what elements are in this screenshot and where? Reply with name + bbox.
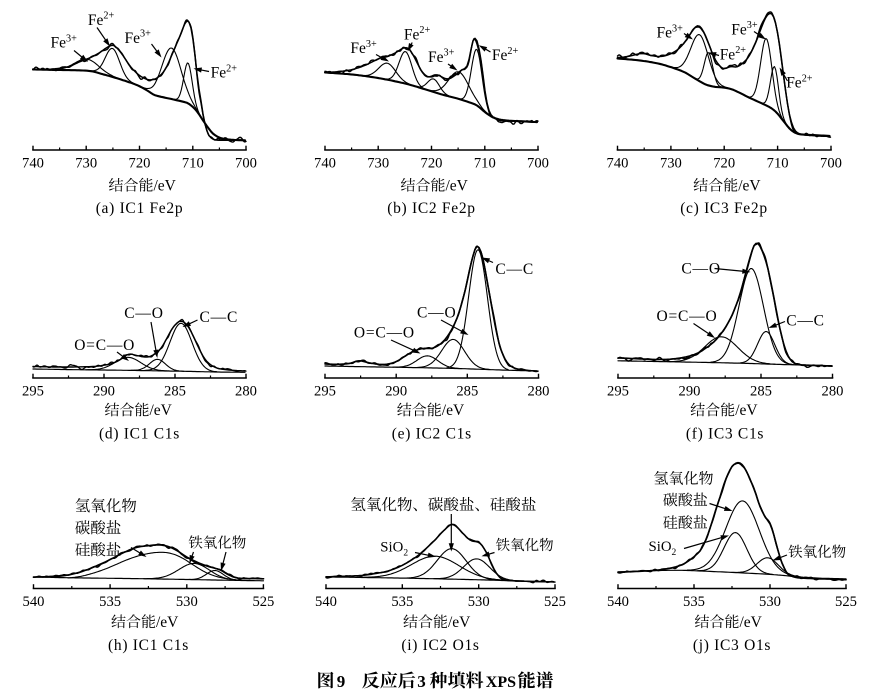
svg-text:/eV: /eV <box>446 178 469 195</box>
svg-text:730: 730 <box>660 156 682 172</box>
svg-text:700: 700 <box>820 156 842 172</box>
svg-text:XPS: XPS <box>486 674 516 691</box>
svg-text:535: 535 <box>391 594 413 610</box>
svg-text:C—O: C—O <box>417 305 456 322</box>
svg-text:730: 730 <box>367 156 389 172</box>
svg-text:730: 730 <box>75 156 97 172</box>
svg-text:280: 280 <box>822 384 844 400</box>
svg-text:525: 525 <box>252 594 274 610</box>
svg-text:720: 720 <box>713 156 735 172</box>
svg-text:O=C—O: O=C—O <box>74 337 135 354</box>
svg-text:(f) IC3 C1s: (f) IC3 C1s <box>686 426 764 443</box>
svg-text:C—C: C—C <box>200 309 239 326</box>
svg-text:C—C: C—C <box>786 313 825 330</box>
svg-text:280: 280 <box>235 384 257 400</box>
svg-text:540: 540 <box>23 594 45 610</box>
svg-text:/eV: /eV <box>740 614 763 631</box>
svg-text:290: 290 <box>93 384 115 400</box>
svg-text:/eV: /eV <box>154 178 177 195</box>
svg-text:530: 530 <box>759 594 781 610</box>
svg-text:/eV: /eV <box>156 614 179 631</box>
svg-text:530: 530 <box>176 594 198 610</box>
svg-text:535: 535 <box>683 594 705 610</box>
svg-text:/eV: /eV <box>448 614 471 631</box>
svg-text:3: 3 <box>417 672 426 691</box>
svg-text:710: 710 <box>182 156 204 172</box>
svg-text:290: 290 <box>679 384 701 400</box>
svg-text:295: 295 <box>607 384 629 400</box>
svg-text:(a) IC1 Fe2p: (a) IC1 Fe2p <box>96 200 184 217</box>
svg-text:/eV: /eV <box>150 402 173 419</box>
svg-text:285: 285 <box>164 384 186 400</box>
svg-text:(d) IC1 C1s: (d) IC1 C1s <box>99 426 180 443</box>
svg-text:295: 295 <box>314 384 336 400</box>
svg-text:710: 710 <box>767 156 789 172</box>
svg-text:285: 285 <box>750 384 772 400</box>
svg-text:O=C—O: O=C—O <box>657 308 718 325</box>
svg-text:(c) IC3 Fe2p: (c) IC3 Fe2p <box>680 200 768 217</box>
svg-text:740: 740 <box>22 156 44 172</box>
svg-text:530: 530 <box>468 594 490 610</box>
svg-text:/eV: /eV <box>738 178 761 195</box>
svg-text:9: 9 <box>337 672 346 691</box>
svg-text:740: 740 <box>607 156 629 172</box>
svg-text:700: 700 <box>527 156 549 172</box>
svg-text:290: 290 <box>385 384 407 400</box>
svg-text:C—O: C—O <box>681 261 720 278</box>
svg-text:(e) IC2 C1s: (e) IC2 C1s <box>392 426 472 443</box>
svg-text:540: 540 <box>607 594 629 610</box>
svg-text:280: 280 <box>528 384 550 400</box>
svg-text:/eV: /eV <box>735 402 758 419</box>
svg-text:535: 535 <box>99 594 121 610</box>
svg-text:C—C: C—C <box>495 261 534 278</box>
svg-text:(i) IC2 O1s: (i) IC2 O1s <box>401 637 479 654</box>
svg-text:285: 285 <box>456 384 478 400</box>
svg-text:(h) IC1 C1s: (h) IC1 C1s <box>108 637 189 654</box>
svg-text:540: 540 <box>315 594 337 610</box>
svg-text:700: 700 <box>235 156 257 172</box>
svg-text:SiO2: SiO2 <box>380 539 408 558</box>
svg-text:295: 295 <box>22 384 44 400</box>
svg-text:C—O: C—O <box>124 305 163 322</box>
svg-text:/eV: /eV <box>442 402 465 419</box>
svg-text:525: 525 <box>544 594 566 610</box>
svg-text:(b) IC2 Fe2p: (b) IC2 Fe2p <box>387 200 475 217</box>
svg-text:740: 740 <box>314 156 336 172</box>
svg-text:(j) IC3 O1s: (j) IC3 O1s <box>693 637 771 654</box>
svg-text:SiO2: SiO2 <box>649 539 677 558</box>
svg-text:O=C—O: O=C—O <box>354 325 415 342</box>
svg-text:720: 720 <box>421 156 443 172</box>
svg-text:720: 720 <box>129 156 151 172</box>
svg-text:710: 710 <box>474 156 496 172</box>
svg-text:525: 525 <box>835 594 857 610</box>
